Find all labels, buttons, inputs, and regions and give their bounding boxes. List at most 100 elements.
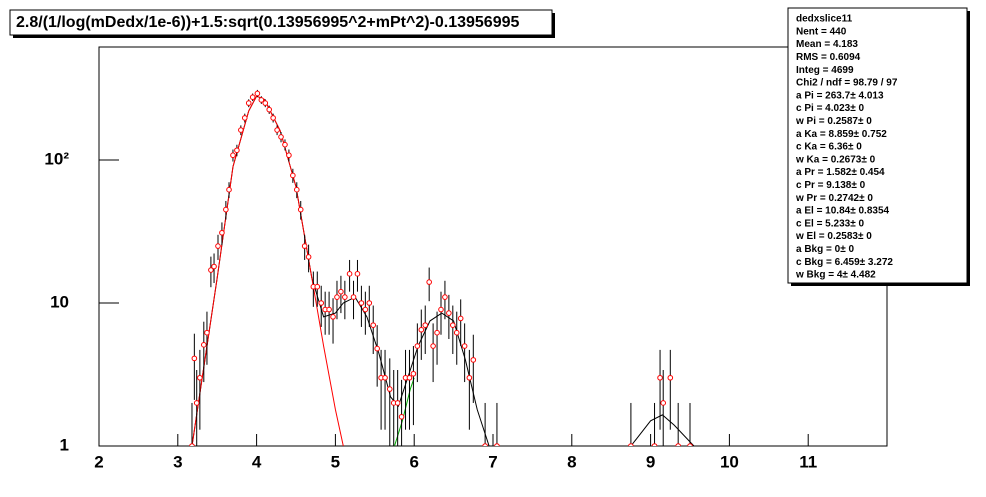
- data-point: [418, 326, 425, 333]
- stats-line: w Pi = 0.2587± 0: [795, 116, 872, 127]
- chart-title: 2.8/(1/log(mDedx/1e-6))+1.5:sqrt(0.13956…: [16, 14, 520, 31]
- data-point: [675, 443, 681, 446]
- data-point: [687, 443, 693, 446]
- stats-line: a Pr = 1.582± 0.454: [796, 167, 885, 178]
- data-point: [290, 172, 296, 179]
- data-point: [193, 400, 200, 406]
- data-point: [274, 127, 280, 133]
- x-tick-label: 3: [173, 452, 182, 471]
- x-tick-label: 8: [567, 452, 576, 471]
- data-point: [301, 243, 308, 249]
- data-point: [314, 283, 321, 290]
- stats-line: c El = 5.233± 0: [796, 218, 864, 229]
- data-point: [330, 314, 336, 320]
- data-point: [426, 279, 432, 285]
- stats-line: a Pi = 263.7± 4.013: [796, 90, 884, 101]
- data-point: [254, 90, 261, 97]
- data-point: [215, 243, 221, 249]
- y-tick-label: 10: [50, 292, 69, 311]
- data-point: [282, 141, 288, 148]
- stats-line: w El = 0.2583± 0: [795, 231, 872, 242]
- data-point: [305, 254, 312, 260]
- stats-line: c Bkg = 6.459± 3.272: [796, 257, 893, 268]
- data-point: [657, 374, 663, 381]
- stats-line: dedxslice11: [796, 14, 853, 25]
- plot-area: [189, 89, 695, 446]
- data-point: [410, 370, 417, 377]
- data-point: [270, 115, 276, 121]
- stats-line: Integ = 4699: [796, 65, 854, 76]
- data-point: [219, 229, 225, 236]
- data-point: [446, 310, 452, 316]
- data-point: [414, 343, 421, 349]
- stats-line: c Pr = 9.138± 0: [796, 180, 866, 191]
- data-point: [278, 134, 284, 140]
- data-point: [482, 443, 488, 446]
- y-tick-label: 10²: [44, 149, 69, 168]
- data-point: [189, 443, 195, 446]
- y-tick-label: 1: [60, 435, 69, 454]
- data-point: [293, 186, 300, 193]
- data-point: [366, 300, 373, 306]
- stats-line: RMS = 0.6094: [796, 52, 861, 63]
- data-point: [422, 322, 429, 328]
- data-point: [466, 374, 473, 381]
- data-point: [430, 343, 436, 349]
- data-point: [354, 271, 361, 277]
- data-point: [374, 345, 380, 352]
- data-point: [223, 206, 229, 213]
- stats-line: c Ka = 6.36± 0: [796, 142, 862, 153]
- x-tick-label: 11: [799, 452, 817, 471]
- data-point: [453, 329, 460, 336]
- data-point: [442, 294, 448, 300]
- data-point: [266, 106, 273, 113]
- data-point: [258, 97, 265, 103]
- data-point: [245, 100, 252, 106]
- data-point: [249, 94, 256, 100]
- fit-curve: [191, 95, 344, 446]
- data-point: [318, 300, 325, 306]
- data-point: [382, 374, 388, 381]
- data-point: [362, 306, 369, 313]
- x-tick-label: 5: [331, 452, 340, 471]
- data-point: [342, 294, 348, 300]
- stats-line: Chi2 / ndf = 98.79 / 97: [796, 78, 898, 89]
- stats-line: Nent = 440: [796, 26, 847, 37]
- data-point: [370, 322, 377, 328]
- x-tick-label: 6: [409, 452, 418, 471]
- x-tick-label: 10: [720, 452, 739, 471]
- data-point: [326, 306, 332, 313]
- data-point: [201, 342, 207, 348]
- data-point: [286, 152, 292, 159]
- data-point: [338, 288, 344, 295]
- data-point: [386, 386, 393, 392]
- data-point: [470, 357, 477, 363]
- data-point: [297, 206, 304, 213]
- fit-curve: [191, 95, 695, 446]
- data-point: [346, 271, 353, 277]
- stats-line: a El = 10.84± 0.8354: [796, 206, 890, 217]
- x-tick-label: 2: [94, 452, 103, 471]
- x-tick-label: 4: [252, 452, 262, 471]
- data-point: [208, 267, 214, 273]
- data-point: [204, 329, 210, 336]
- data-point: [234, 147, 240, 154]
- stats-line: c Pi = 4.023± 0: [796, 103, 864, 114]
- stats-line: Mean = 4.183: [796, 39, 858, 50]
- data-point: [438, 306, 444, 313]
- data-point: [450, 322, 456, 328]
- data-point: [494, 443, 500, 446]
- stats-line: a Ka = 8.859± 0.752: [796, 129, 887, 140]
- data-point: [651, 443, 658, 446]
- x-tick-label: 9: [646, 452, 655, 471]
- data-point: [660, 400, 667, 406]
- data-point: [230, 152, 236, 159]
- stats-line: a Bkg = 0± 0: [796, 244, 854, 255]
- data-point: [241, 115, 248, 121]
- data-point: [197, 374, 203, 381]
- data-point: [238, 127, 244, 133]
- data-point: [211, 263, 217, 270]
- data-point: [667, 374, 674, 381]
